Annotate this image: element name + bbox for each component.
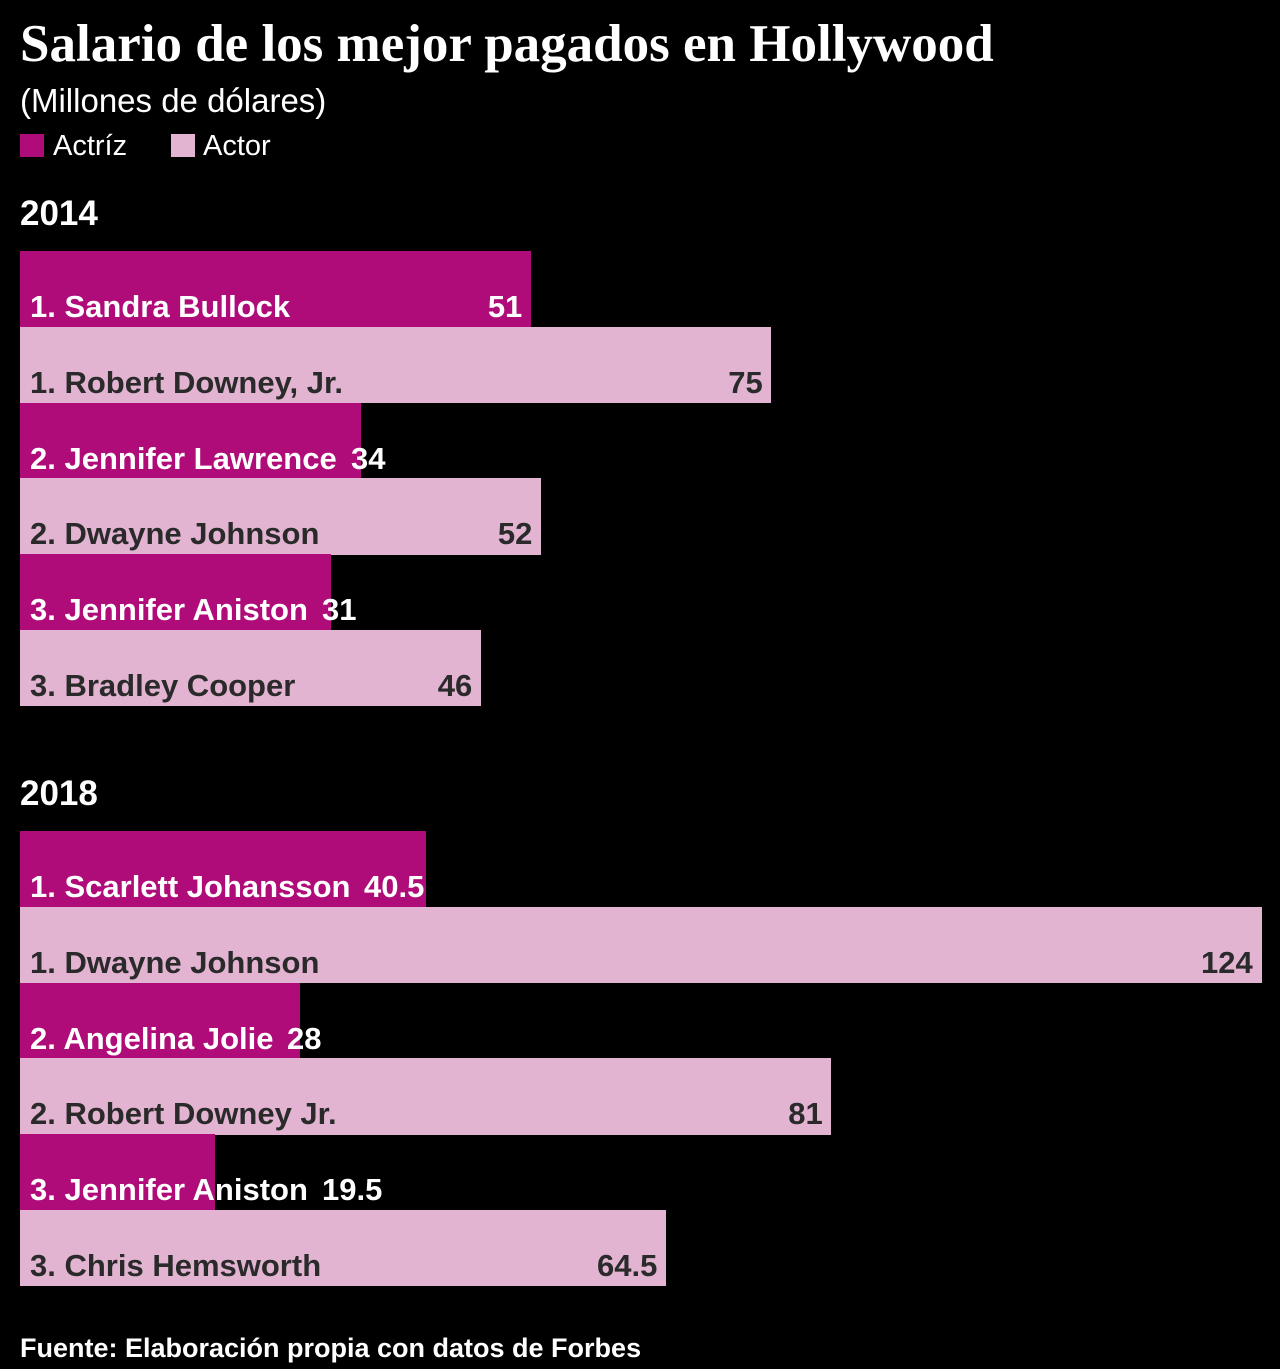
bar-actor <box>20 478 541 555</box>
bar-actor <box>20 630 481 707</box>
bar-actriz <box>20 831 426 908</box>
bar-label: 1. Dwayne Johnson <box>30 944 320 980</box>
bar-value: 31 <box>322 592 357 628</box>
bar-label: 3. Bradley Cooper <box>30 668 296 703</box>
bar-label: 1. Sandra Bullock <box>30 289 291 324</box>
panel-title: 2018 <box>20 774 98 813</box>
chart-subtitle: (Millones de dólares) <box>20 82 327 119</box>
bar-value: 52 <box>497 516 533 552</box>
legend-swatch-actriz <box>20 134 44 157</box>
bar-value: 75 <box>728 364 763 400</box>
panel-title: 2014 <box>20 194 98 233</box>
bar-value: 40.5 <box>364 869 425 904</box>
bar-value: 46 <box>437 668 473 703</box>
bar-actor <box>20 1210 667 1287</box>
bar-value: 64.5 <box>597 1248 658 1283</box>
bar-label: 3. Chris Hemsworth <box>30 1248 322 1283</box>
source-note: Fuente: Elaboración propia con datos de … <box>20 1333 642 1363</box>
bar-value: 28 <box>287 1020 322 1056</box>
chart-title: Salario de los mejor pagados en Hollywoo… <box>20 15 994 73</box>
bar-actor <box>20 906 1262 984</box>
bar-actriz <box>20 402 361 479</box>
bar-label: 2. Dwayne Johnson <box>30 516 320 552</box>
bar-label: 2. Angelina Jolie <box>30 1020 274 1056</box>
bar-value: 19.5 <box>322 1172 383 1208</box>
bar-actriz <box>20 251 531 328</box>
bar-actriz <box>20 982 301 1059</box>
bar-actriz <box>20 1134 216 1211</box>
bar-actor <box>20 1058 832 1135</box>
bar-label: 3. Jennifer Aniston <box>30 1172 308 1208</box>
bar-label: 2. Jennifer Lawrence <box>30 440 337 476</box>
bar-actriz <box>20 554 331 631</box>
bar-label: 1. Scarlett Johansson <box>30 869 351 904</box>
bar-value: 124 <box>1201 944 1253 980</box>
bar-actor <box>20 326 772 404</box>
bar-value: 51 <box>487 289 523 324</box>
legend-label-actriz: Actríz <box>53 130 128 162</box>
bar-label: 3. Jennifer Aniston <box>30 592 308 628</box>
bar-value: 34 <box>351 440 386 476</box>
bar-value: 81 <box>788 1096 823 1132</box>
legend-label-actor: Actor <box>203 130 271 162</box>
legend-swatch-actor <box>171 134 195 157</box>
bar-label: 2. Robert Downey Jr. <box>30 1096 337 1132</box>
bar-label: 1. Robert Downey, Jr. <box>30 364 343 400</box>
